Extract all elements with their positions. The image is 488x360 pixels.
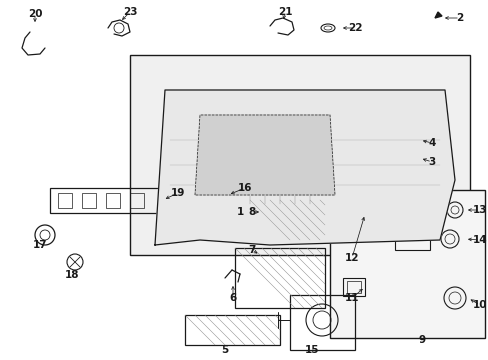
Text: 19: 19 bbox=[170, 188, 185, 198]
Bar bbox=[235, 248, 325, 308]
Bar bbox=[58, 193, 72, 208]
Text: 10: 10 bbox=[472, 300, 486, 310]
Text: 1: 1 bbox=[236, 207, 243, 217]
Text: 12: 12 bbox=[344, 253, 359, 263]
Bar bbox=[249, 200, 325, 240]
Bar bbox=[346, 208, 360, 220]
Text: 5: 5 bbox=[221, 345, 228, 355]
Bar bbox=[50, 188, 164, 213]
Text: 21: 21 bbox=[277, 7, 292, 17]
Bar bbox=[180, 185, 204, 200]
Text: 8: 8 bbox=[248, 207, 255, 217]
Text: 7: 7 bbox=[248, 245, 255, 255]
Bar bbox=[342, 205, 364, 223]
Bar bbox=[215, 195, 235, 207]
Bar bbox=[342, 278, 364, 296]
Polygon shape bbox=[155, 90, 454, 245]
Bar bbox=[389, 155, 419, 173]
Text: 20: 20 bbox=[28, 9, 42, 19]
Bar bbox=[394, 228, 429, 250]
Text: 9: 9 bbox=[418, 335, 425, 345]
Text: 13: 13 bbox=[472, 205, 486, 215]
Bar bbox=[130, 193, 143, 208]
Bar bbox=[106, 193, 120, 208]
Text: 18: 18 bbox=[64, 270, 79, 280]
Bar bbox=[346, 281, 360, 293]
Text: 23: 23 bbox=[122, 7, 137, 17]
Text: 16: 16 bbox=[237, 183, 252, 193]
Text: 4: 4 bbox=[427, 138, 435, 148]
Polygon shape bbox=[195, 115, 334, 195]
Polygon shape bbox=[434, 12, 441, 18]
Text: 17: 17 bbox=[33, 240, 47, 250]
Bar bbox=[289, 295, 354, 350]
Text: 15: 15 bbox=[304, 345, 319, 355]
Text: 22: 22 bbox=[347, 23, 362, 33]
Text: 14: 14 bbox=[472, 235, 487, 245]
Text: 2: 2 bbox=[455, 13, 463, 23]
Bar bbox=[329, 190, 484, 338]
Text: 3: 3 bbox=[427, 157, 435, 167]
Bar bbox=[130, 55, 469, 255]
Text: 6: 6 bbox=[229, 293, 236, 303]
Bar bbox=[249, 196, 325, 204]
Bar bbox=[82, 193, 96, 208]
Bar bbox=[184, 315, 280, 345]
Text: 11: 11 bbox=[344, 293, 359, 303]
